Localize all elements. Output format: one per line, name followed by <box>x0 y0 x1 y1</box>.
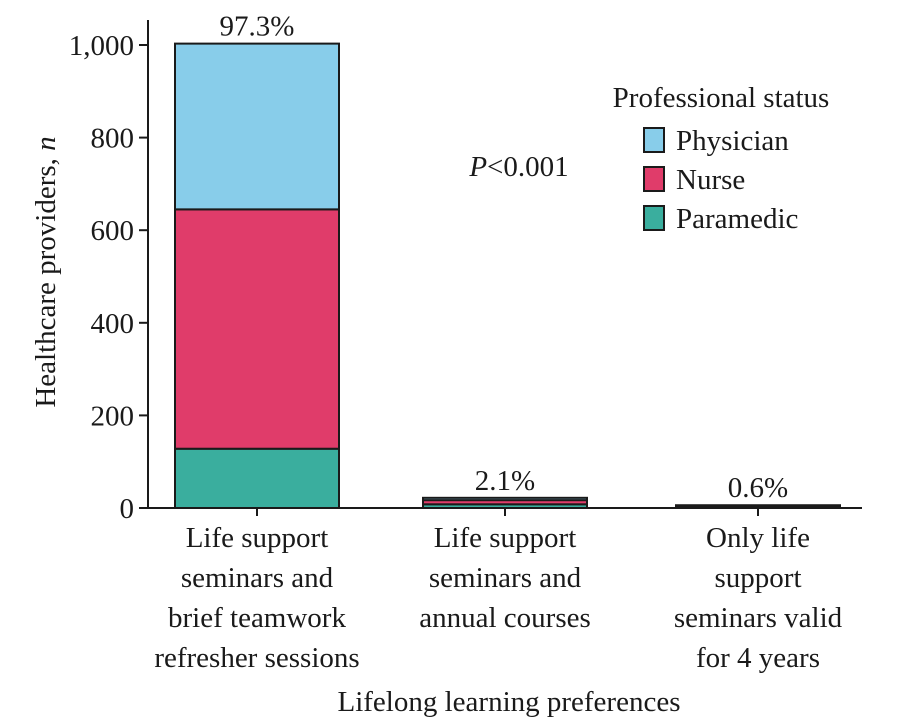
y-tick-label: 200 <box>91 400 135 432</box>
percent-label: 2.1% <box>475 465 535 497</box>
x-category-label-line: for 4 years <box>696 642 820 674</box>
legend-label-physician: Physician <box>676 125 789 157</box>
bars <box>174 42 841 510</box>
p-value-rest: <0.001 <box>487 151 569 183</box>
legend-swatch-physician <box>643 127 665 153</box>
x-category-label-line: Only life <box>706 522 810 554</box>
x-category-label: Life support seminars and annual courses <box>419 522 591 634</box>
bar-segment-nurse <box>174 208 340 450</box>
p-value-text: P<0.001 <box>468 151 568 183</box>
y-tick-label: 0 <box>120 493 135 525</box>
y-tick-label: 1,000 <box>69 30 134 62</box>
legend-label-paramedic: Paramedic <box>676 203 798 235</box>
y-tick-label: 800 <box>91 123 135 155</box>
legend-label-nurse: Nurse <box>676 164 745 196</box>
x-category-label-line: Life support <box>186 522 329 554</box>
x-category-label: Life support seminars and brief teamwork re… <box>154 522 359 674</box>
x-category-label-line: Life support <box>434 522 577 554</box>
x-category-label-line: seminars valid <box>674 602 843 634</box>
legend-title: Professional status <box>613 82 830 114</box>
legend-swatch-paramedic <box>643 205 665 231</box>
x-category-label: Only life support seminars valid for 4 year… <box>674 522 843 674</box>
legend: Professional status Physician Nurse Parame… <box>613 82 830 235</box>
percent-label: 0.6% <box>728 472 788 504</box>
x-category-label-line: support <box>715 562 802 594</box>
x-axis-title: Lifelong learning preferences <box>338 686 681 718</box>
bar-segment-physician <box>422 496 588 502</box>
y-axis-title-italic: n <box>30 136 62 151</box>
labels: 97.3% Life support seminars and brief teamw… <box>154 11 842 674</box>
x-category-label-line: seminars and <box>181 562 334 594</box>
x-category-label-line: refresher sessions <box>154 642 359 674</box>
y-axis-title-text: Healthcare providers, <box>30 158 62 408</box>
y-tick-label: 400 <box>91 308 135 340</box>
bar-segment-physician <box>174 42 340 211</box>
x-category-label-line: seminars and <box>429 562 582 594</box>
y-axis-title: Healthcare providers, n <box>30 136 62 407</box>
p-value-annotation: P<0.001 <box>468 151 568 183</box>
x-category-label-line: annual courses <box>419 602 591 634</box>
x-category-label-line: brief teamwork <box>168 602 346 634</box>
bar-segment-physician <box>675 504 841 508</box>
p-value-italic: P <box>468 151 487 183</box>
y-tick-label: 600 <box>91 215 135 247</box>
percent-label: 97.3% <box>220 11 295 43</box>
legend-swatch-nurse <box>643 166 665 192</box>
bar-segment-paramedic <box>174 447 340 509</box>
